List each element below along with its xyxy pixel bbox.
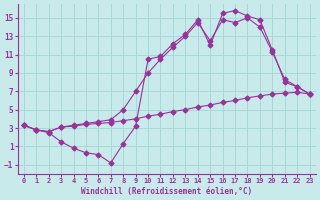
X-axis label: Windchill (Refroidissement éolien,°C): Windchill (Refroidissement éolien,°C)	[81, 187, 252, 196]
